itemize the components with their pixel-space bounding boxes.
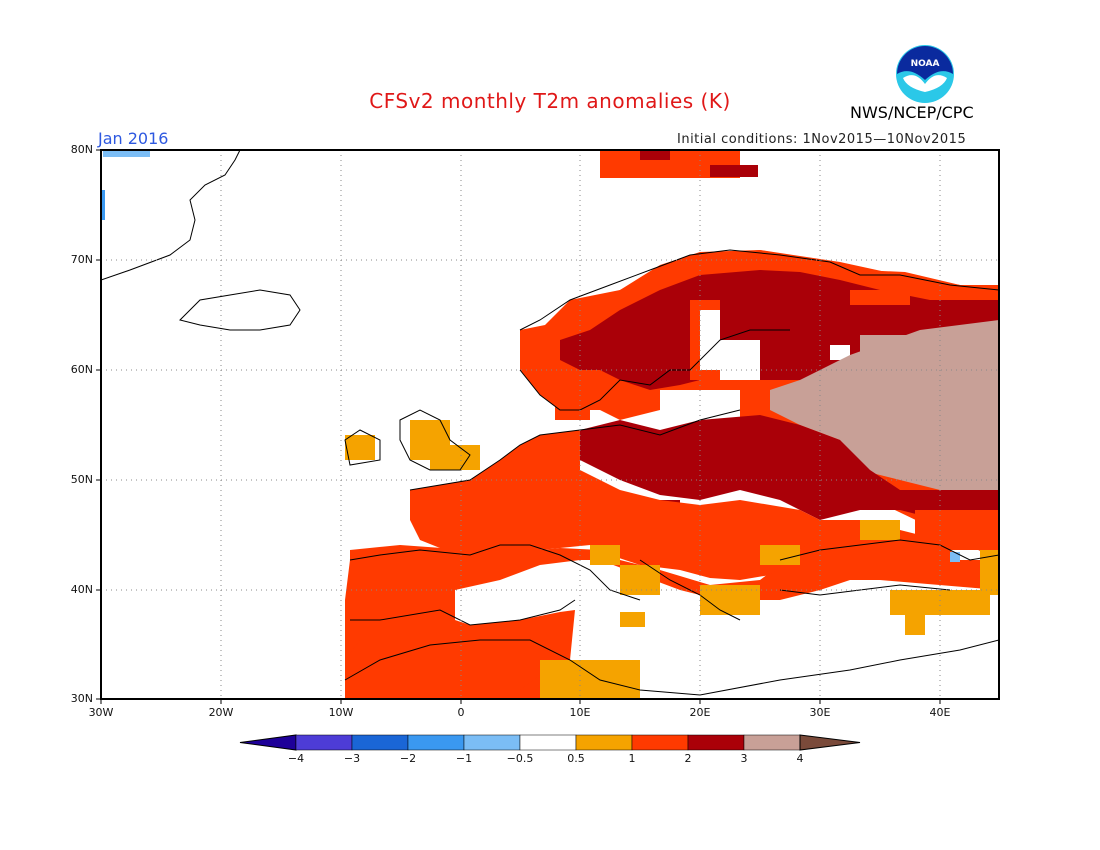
colorbar-tick-label: −1	[455, 752, 473, 765]
lon-label: 20W	[208, 706, 234, 719]
lon-label: 10W	[328, 706, 354, 719]
noaa-logo-icon: NOAA	[896, 45, 954, 103]
colorbar	[239, 734, 861, 751]
colorbar-tick-label: −3	[343, 752, 361, 765]
map-title: CFSv2 monthly T2m anomalies (K)	[369, 89, 731, 113]
agency-label: NWS/NCEP/CPC	[850, 103, 974, 122]
colorbar-swatch	[463, 734, 521, 751]
lon-label: 30E	[809, 706, 831, 719]
lon-label: 20E	[689, 706, 711, 719]
coastlines	[101, 150, 999, 696]
colorbar-tick-label: −2	[399, 752, 417, 765]
lon-label: 0	[457, 706, 465, 719]
colorbar-swatch	[407, 734, 465, 751]
region-central-europe	[580, 415, 999, 520]
region-british-isles	[345, 435, 375, 460]
colorbar-left-arrow	[239, 734, 297, 751]
anomaly-fill-layer	[101, 150, 999, 699]
colorbar-tick-label: −0.5	[506, 752, 534, 765]
colorbar-swatch	[575, 734, 633, 751]
colorbar-tick-label: −4	[287, 752, 305, 765]
valid-month: Jan 2016	[98, 129, 169, 148]
lat-label: 30N	[70, 692, 93, 705]
colorbar-swatch	[631, 734, 689, 751]
colorbar-tick-label: 3	[740, 752, 748, 765]
lon-label: 30W	[88, 706, 114, 719]
colorbar-swatch	[743, 734, 801, 751]
lat-label: 70N	[70, 253, 93, 266]
lon-label: 40E	[929, 706, 951, 719]
axis-ticks	[96, 149, 941, 704]
colorbar-right-arrow	[799, 734, 861, 751]
lat-label: 80N	[70, 143, 93, 156]
colorbar-tick-label: 2	[684, 752, 692, 765]
initial-conditions: Initial conditions: 1Nov2015—10Nov2015	[677, 132, 967, 147]
colorbar-tick-label: 0.5	[567, 752, 585, 765]
lat-label: 50N	[70, 473, 93, 486]
colorbar-swatch	[519, 734, 577, 751]
noaa-logo-text: NOAA	[911, 59, 940, 69]
lat-label: 60N	[70, 363, 93, 376]
greenland-blue-edge	[101, 190, 105, 220]
lon-label: 10E	[569, 706, 591, 719]
colorbar-swatch	[351, 734, 409, 751]
colorbar-swatch	[687, 734, 745, 751]
greenland-blue-strip	[103, 150, 150, 157]
region-western-russia	[770, 320, 999, 490]
colorbar-tick-label: 1	[628, 752, 636, 765]
lat-label: 40N	[70, 583, 93, 596]
colorbar-swatch	[295, 734, 353, 751]
map-frame	[100, 149, 1000, 700]
colorbar-tick-label: 4	[796, 752, 804, 765]
